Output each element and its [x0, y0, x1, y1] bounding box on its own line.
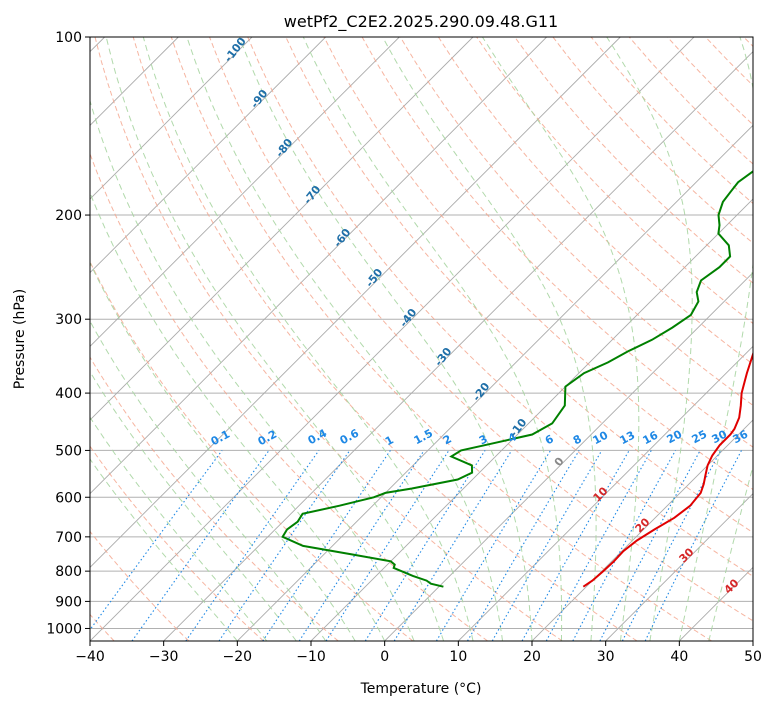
moist-adiabat: [105, 37, 445, 641]
x-axis-label: Temperature (°C): [360, 681, 482, 697]
x-tick-label: 0: [380, 649, 389, 665]
moist-adiabat: [90, 191, 386, 641]
dry-adiabat: [323, 37, 753, 491]
dry-adiabat: [514, 37, 753, 284]
x-tick-label: −30: [149, 649, 179, 665]
dry-adiabat: [209, 37, 753, 622]
moist-adiabat: [90, 320, 327, 641]
mixing-ratio-line: [621, 450, 722, 641]
y-tick-label: 900: [55, 594, 82, 610]
moist-adiabat: [481, 37, 640, 641]
mixing-ratio-line: [90, 450, 223, 631]
x-axis: −40 −30 −20 −10 0 10 20 30 40 50: [75, 641, 762, 665]
moist-adiabat: [90, 99, 415, 641]
isotherm: [90, 37, 547, 495]
dry-adiabat: [399, 37, 753, 407]
mixing-ratio-line: [262, 450, 391, 641]
mixing-ratio-label: 13: [618, 429, 638, 448]
y-tick-label: 800: [55, 564, 82, 580]
dry-adiabat: [132, 37, 638, 641]
dry-adiabat: [90, 530, 190, 641]
x-tick-label: −20: [223, 649, 253, 665]
isotherm: [752, 640, 753, 641]
mixing-ratio-line: [545, 450, 652, 641]
temperature-profile: [582, 350, 753, 588]
mixing-ratio-label: 20: [665, 427, 685, 446]
moist-adiabat: [90, 458, 238, 641]
y-tick-label: 1000: [46, 621, 82, 637]
plot-frame: [89, 36, 754, 642]
y-tick-label: 100: [55, 30, 82, 46]
dry-adiabat: [90, 260, 414, 641]
isotherm: [384, 272, 753, 641]
isotherm: [237, 124, 753, 641]
x-tick-label: −40: [75, 649, 105, 665]
mixing-ratio-label: 30: [710, 427, 730, 446]
y-tick-label: 600: [55, 490, 82, 506]
x-tick-label: 20: [523, 649, 541, 665]
profile-lines: [281, 170, 753, 588]
mixing-ratio-line: [298, 450, 425, 641]
mixing-ratio-line: [218, 450, 351, 641]
mixing-ratio-label: 36: [731, 427, 751, 446]
moist-adiabat: [90, 261, 356, 641]
mixing-ratio-line: [185, 450, 320, 641]
moist-adiabat: [678, 37, 753, 641]
isotherm: [90, 37, 253, 200]
y-tick-label: 200: [55, 208, 82, 224]
x-tick-label: 40: [670, 649, 688, 665]
moist-adiabat: [90, 370, 297, 641]
dry-adiabat: [90, 356, 339, 641]
dry-adiabat: [247, 37, 753, 577]
background-lines: [90, 37, 753, 641]
chart-title: wetPf2_C2E2.2025.290.09.48.G11: [284, 12, 558, 32]
isotherm: [90, 37, 695, 641]
mixing-ratio-line: [131, 450, 270, 641]
x-tick-label: 30: [597, 649, 615, 665]
mixing-ratio-line: [521, 450, 630, 641]
x-tick-label: 10: [449, 649, 467, 665]
y-tick-label: 400: [55, 386, 82, 402]
plot-background: [90, 37, 753, 641]
dry-adiabat: [94, 37, 563, 641]
mixing-ratio-label: 16: [641, 428, 661, 447]
mixing-ratio-line: [572, 450, 676, 641]
isotherm: [531, 419, 753, 641]
mixing-ratio-line: [644, 450, 742, 641]
moist-adiabat: [186, 37, 503, 641]
isotherm: [605, 493, 753, 641]
moist-adiabat: [142, 37, 474, 641]
isotherm: [163, 51, 753, 641]
moist-adiabat: [90, 416, 268, 641]
x-tick-label: 50: [744, 649, 762, 665]
dry-adiabat: [437, 37, 753, 365]
y-tick-label: 500: [55, 443, 82, 459]
isotherm: [458, 345, 753, 641]
x-tick-label: −10: [296, 649, 326, 665]
mixing-ratio-line: [325, 450, 450, 641]
moist-adiabat: [606, 37, 693, 641]
isotherm: [90, 37, 326, 274]
mixing-ratio-line: [393, 450, 513, 641]
dry-adiabat: [170, 37, 712, 641]
y-axis-label: Pressure (hPa): [12, 289, 28, 389]
dry-adiabat: [90, 445, 264, 641]
isotherm: [90, 37, 621, 568]
moist-adiabat: [238, 37, 533, 641]
dewpoint-profile: [281, 170, 753, 588]
moist-adiabat: [382, 37, 597, 641]
moist-adiabat: [302, 37, 563, 641]
mixing-ratio-label: 10: [591, 428, 611, 447]
isotherm: [90, 37, 400, 347]
isotherm: [90, 37, 474, 421]
y-axis: 100 200 300 400 500 600 700 800 900 1000: [46, 30, 90, 637]
mixing-ratio-label: 25: [690, 428, 710, 447]
y-tick-label: 300: [55, 312, 82, 328]
y-tick-label: 700: [55, 530, 82, 546]
dry-adiabat: [90, 152, 488, 641]
moist-adiabat: [708, 464, 753, 641]
